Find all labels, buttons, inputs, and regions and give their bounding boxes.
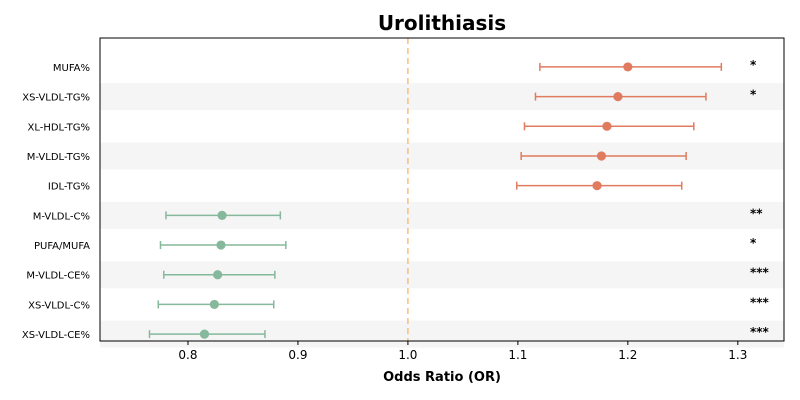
plot-frame (99, 37, 785, 342)
or-point (613, 92, 623, 102)
chart-title: Urolithiasis (378, 11, 506, 35)
significance-marker: *** (750, 325, 770, 339)
significance-labels: ************** (750, 58, 770, 339)
y-tick-label: M-VLDL-CE% (26, 271, 90, 282)
or-point (199, 329, 210, 339)
or-point (209, 299, 219, 310)
x-tick-label: 0.8 (178, 348, 197, 362)
x-axis-ticks: 0.8 0.9 1.0 1.1 1.2 1.3 (178, 341, 747, 362)
x-tick-label: 1.3 (728, 348, 747, 362)
y-tick-label: XS-VLDL-TG% (22, 93, 90, 104)
data-rows (148, 62, 723, 339)
or-point (216, 240, 226, 250)
y-tick-label: M-VLDL-C% (33, 211, 90, 222)
or-point (602, 121, 612, 131)
significance-marker: * (750, 236, 757, 250)
significance-marker: *** (750, 295, 770, 309)
x-axis-label: Odds Ratio (OR) (383, 370, 501, 385)
or-point (592, 181, 602, 191)
y-tick-label: M-VLDL-TG% (27, 152, 90, 163)
y-tick-label: IDL-TG% (48, 182, 90, 193)
y-tick-label: PUFA/MUFA (34, 241, 90, 252)
or-point (217, 210, 227, 220)
x-tick-label: 0.9 (288, 348, 307, 362)
x-tick-label: 1.0 (398, 348, 417, 362)
y-axis-labels: MUFA% XS-VLDL-TG% XL-HDL-TG% M-VLDL-TG% IDL-… (22, 63, 90, 341)
x-tick-label: 1.1 (508, 348, 527, 362)
x-tick-label: 1.2 (618, 348, 637, 362)
significance-marker: * (750, 88, 757, 102)
y-tick-label: XL-HDL-TG% (27, 122, 90, 133)
significance-marker: ** (750, 206, 763, 220)
significance-marker: * (750, 58, 757, 72)
significance-marker: *** (750, 266, 770, 280)
y-tick-label: XS-VLDL-CE% (22, 330, 90, 341)
y-tick-label: MUFA% (53, 63, 90, 74)
or-point (213, 270, 223, 280)
y-tick-label: XS-VLDL-C% (28, 300, 90, 311)
or-point (596, 151, 607, 161)
or-point (623, 62, 633, 72)
